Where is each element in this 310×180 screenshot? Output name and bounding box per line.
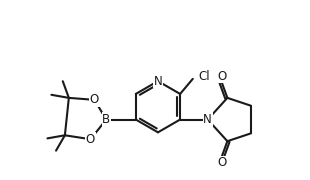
Text: B: B — [102, 113, 110, 126]
Text: N: N — [203, 113, 212, 126]
Text: O: O — [86, 133, 95, 146]
Text: N: N — [153, 75, 162, 88]
Text: Cl: Cl — [199, 70, 210, 83]
Text: O: O — [90, 93, 99, 106]
Text: O: O — [218, 156, 227, 169]
Text: O: O — [218, 70, 227, 83]
